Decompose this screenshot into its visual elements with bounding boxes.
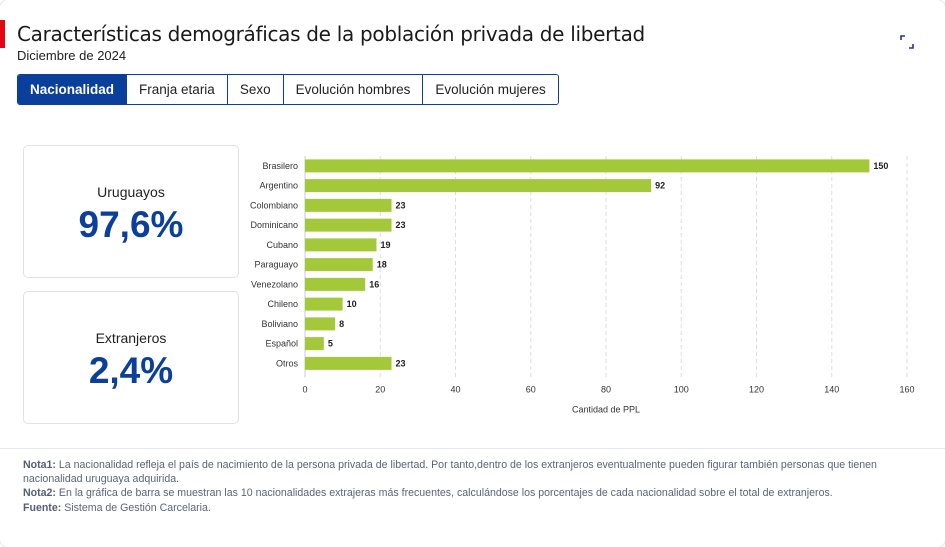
note-1-text: La nacionalidad refleja el país de nacim…	[23, 459, 877, 486]
note-source: Fuente: Sistema de Gestión Carcelaria.	[23, 501, 903, 515]
data-label: 92	[655, 181, 665, 191]
bar	[305, 297, 343, 311]
page-title: Características demográficas de la pobla…	[17, 22, 645, 46]
bar	[305, 337, 324, 351]
category-label: Otros	[276, 358, 299, 368]
bar	[305, 317, 336, 331]
category-label: Paraguayo	[254, 260, 298, 270]
category-label: Colombiano	[250, 200, 298, 210]
bar	[305, 159, 870, 173]
bar	[305, 277, 366, 291]
tab-evolucion-mujeres[interactable]: Evolución mujeres	[423, 75, 558, 104]
stat-uruguayos-label: Uruguayos	[97, 184, 165, 200]
tab-bar: Nacionalidad Franja etaria Sexo Evolució…	[17, 74, 559, 105]
category-label: Cubano	[266, 240, 298, 250]
bar	[305, 238, 377, 252]
tab-sexo[interactable]: Sexo	[227, 75, 284, 104]
x-tick-label: 60	[526, 384, 536, 394]
data-label: 5	[328, 339, 333, 349]
category-label: Venezolano	[251, 279, 298, 289]
data-label: 23	[396, 220, 406, 230]
x-tick-label: 40	[450, 384, 460, 394]
category-label: Brasilero	[262, 161, 298, 171]
x-tick-label: 160	[899, 384, 914, 394]
nationality-bar-chart: 0 20 40 60 80 100 120 140 160 Brasilero 150 Argenti…	[250, 156, 915, 414]
notes: Nota1: La nacionalidad refleja el país d…	[23, 458, 903, 515]
stat-extranjeros-value: 2,4%	[88, 350, 174, 391]
title-accent-bar	[0, 20, 5, 48]
data-label: 10	[347, 299, 357, 309]
page-subtitle: Diciembre de 2024	[17, 48, 127, 63]
stat-extranjeros-label: Extranjeros	[95, 330, 167, 346]
note-1-label: Nota1:	[23, 459, 56, 471]
data-label: 16	[369, 279, 379, 289]
data-label: 150	[873, 161, 888, 171]
note-source-text: Sistema de Gestión Carcelaria.	[61, 501, 211, 514]
expand-icon[interactable]	[900, 35, 914, 49]
category-label: Español	[265, 339, 298, 349]
category-label: Chileno	[267, 299, 298, 309]
footer	[0, 448, 945, 547]
stat-uruguayos-value: 97,6%	[78, 204, 184, 245]
data-label: 19	[380, 240, 390, 250]
category-label: Dominicano	[250, 220, 298, 230]
note-1: Nota1: La nacionalidad refleja el país d…	[23, 458, 903, 486]
tab-evolucion-hombres[interactable]: Evolución hombres	[283, 75, 424, 104]
category-label: Boliviano	[261, 319, 298, 329]
bar	[305, 356, 392, 370]
bar	[305, 218, 392, 232]
x-axis-title: Cantidad de PPL	[572, 404, 640, 414]
tab-franja-etaria[interactable]: Franja etaria	[127, 75, 228, 104]
bar	[305, 258, 373, 272]
data-label: 23	[396, 358, 406, 368]
bar	[305, 179, 652, 193]
note-2-text: En la gráfica de barra se muestran las 1…	[55, 487, 833, 500]
x-tick-label: 80	[601, 384, 611, 394]
note-2-label: Nota2:	[23, 487, 56, 500]
x-tick-label: 100	[674, 384, 689, 394]
x-tick-label: 120	[749, 384, 764, 394]
x-tick-label: 0	[302, 384, 307, 394]
bar	[305, 198, 392, 212]
x-tick-label: 20	[375, 384, 385, 394]
note-source-label: Fuente:	[23, 501, 62, 514]
tab-nacionalidad[interactable]: Nacionalidad	[18, 75, 128, 104]
stat-uruguayos: Uruguayos 97,6%	[23, 145, 239, 278]
data-label: 8	[339, 319, 344, 329]
data-label: 18	[377, 260, 387, 270]
category-label: Argentino	[259, 181, 298, 191]
data-label: 23	[396, 200, 406, 210]
stat-extranjeros: Extranjeros 2,4%	[23, 291, 239, 424]
note-2: Nota2: En la gráfica de barra se muestra…	[23, 486, 903, 500]
x-tick-label: 140	[824, 384, 839, 394]
